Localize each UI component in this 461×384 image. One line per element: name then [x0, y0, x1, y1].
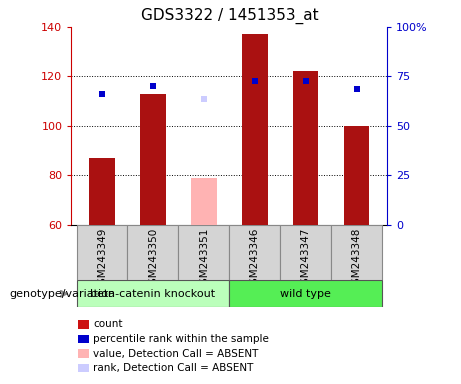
Text: GSM243349: GSM243349 [97, 227, 107, 291]
Text: GSM243350: GSM243350 [148, 227, 158, 291]
Bar [77, 225, 128, 280]
Text: GSM243347: GSM243347 [301, 227, 311, 291]
Text: rank, Detection Call = ABSENT: rank, Detection Call = ABSENT [93, 363, 254, 373]
Title: GDS3322 / 1451353_at: GDS3322 / 1451353_at [141, 8, 318, 24]
Text: value, Detection Call = ABSENT: value, Detection Call = ABSENT [93, 349, 259, 359]
Bar [230, 225, 280, 280]
Bar [344, 126, 369, 225]
Bar [280, 225, 331, 280]
Bar [128, 225, 178, 280]
Text: wild type: wild type [280, 289, 331, 299]
Text: GSM243351: GSM243351 [199, 227, 209, 291]
Bar [89, 158, 115, 225]
Text: count: count [93, 319, 123, 329]
Text: GSM243346: GSM243346 [250, 227, 260, 291]
Bar [331, 225, 382, 280]
Bar [191, 178, 217, 225]
Text: genotype/variation: genotype/variation [9, 289, 115, 299]
Bar [230, 280, 382, 307]
Text: beta-catenin knockout: beta-catenin knockout [90, 289, 215, 299]
Text: GSM243348: GSM243348 [352, 227, 362, 291]
Bar [242, 34, 267, 225]
Text: percentile rank within the sample: percentile rank within the sample [93, 334, 269, 344]
Bar [293, 71, 319, 225]
Bar [140, 94, 165, 225]
Bar [178, 225, 230, 280]
Bar [77, 280, 230, 307]
